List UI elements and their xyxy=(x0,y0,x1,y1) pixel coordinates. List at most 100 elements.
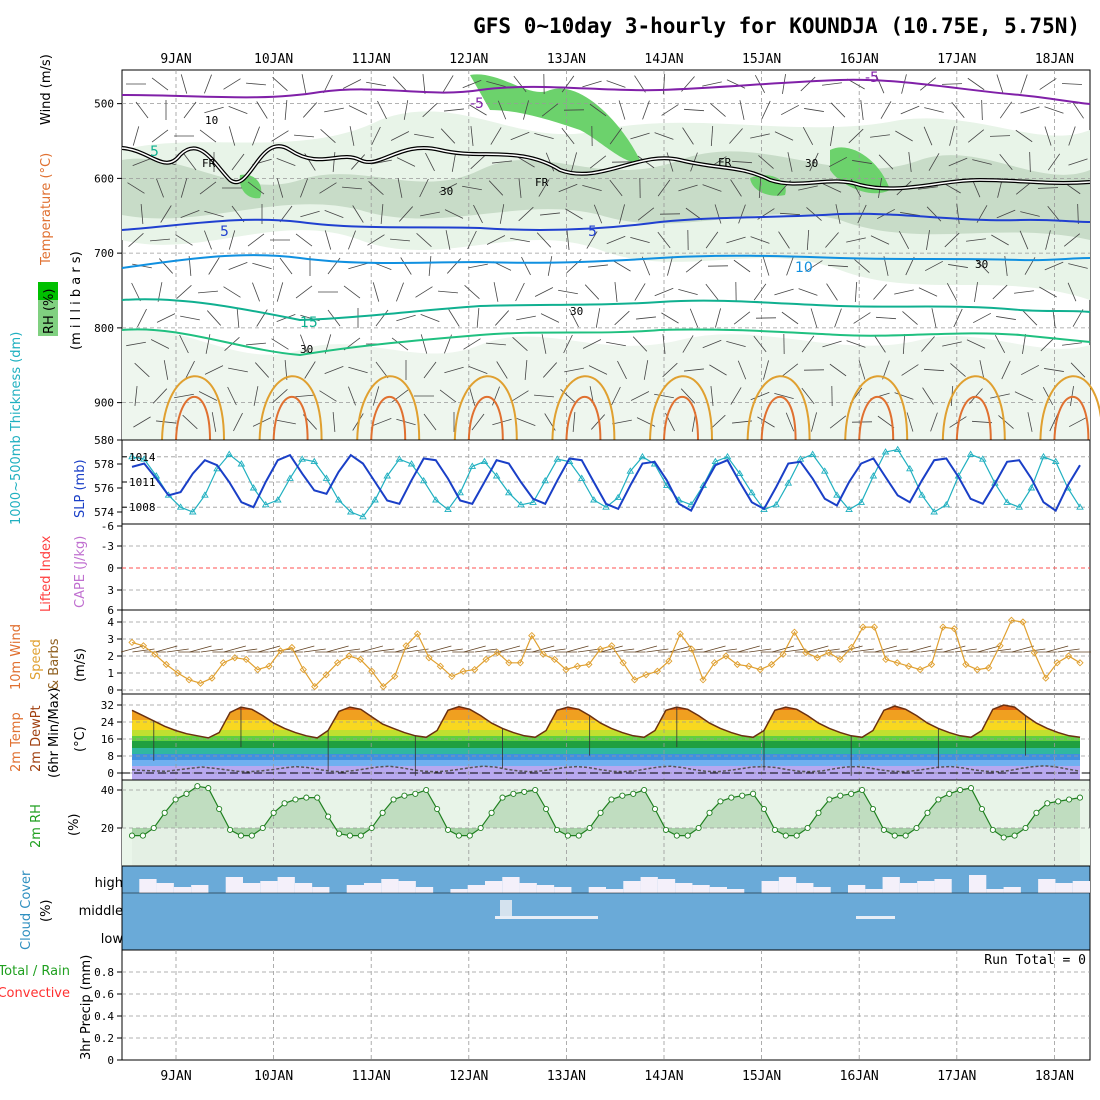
rh2m-point xyxy=(455,832,462,839)
rh2m-point xyxy=(597,809,604,816)
rh2m-point xyxy=(782,832,789,839)
wind-barb xyxy=(971,420,993,424)
wind10m-barb xyxy=(1057,648,1080,653)
wind-barb xyxy=(247,233,265,247)
wind-barb xyxy=(569,308,579,328)
wind-barb xyxy=(966,238,986,242)
tick-label: 0.4 xyxy=(94,1010,114,1023)
thickness-point xyxy=(711,457,720,465)
cloud-gap xyxy=(778,877,797,893)
thickness-point xyxy=(808,450,817,457)
rh2m-point xyxy=(183,790,190,797)
cloud-gap xyxy=(364,883,382,893)
wind-barb xyxy=(132,126,140,146)
wind-barb xyxy=(810,308,818,328)
contour-label: -5 xyxy=(470,96,484,112)
wind10m-barb xyxy=(429,645,452,653)
wind-barb xyxy=(228,262,248,270)
wind-barb xyxy=(497,100,507,120)
date-label: 12JAN xyxy=(449,1069,488,1084)
wind10m-point xyxy=(299,665,307,674)
wind-barb xyxy=(942,341,962,347)
thickness-point xyxy=(492,472,501,479)
wind-barb xyxy=(425,152,435,172)
wind-barb xyxy=(1020,106,1040,114)
wind-barb xyxy=(828,156,848,168)
thickness-point xyxy=(249,484,258,491)
date-label: 16JAN xyxy=(840,52,879,67)
wind10m-point xyxy=(311,682,319,691)
wind10m-point xyxy=(688,645,696,653)
wind10m-barb xyxy=(851,648,875,653)
wind-barb xyxy=(806,229,810,251)
wind-barb xyxy=(994,334,1006,354)
date-label: 10JAN xyxy=(254,52,293,67)
thickness-point xyxy=(918,491,926,498)
wind-barb xyxy=(540,313,560,323)
wind-barb xyxy=(420,211,440,217)
thickness-point xyxy=(857,498,866,505)
wind10m-barb xyxy=(566,645,589,653)
ylabel-rh2m: 2m RH xyxy=(29,804,44,848)
rh2m-series-line xyxy=(132,785,1081,839)
wind-barb xyxy=(523,100,529,120)
wind-barb xyxy=(630,132,650,140)
wind-barb xyxy=(541,334,547,354)
wind-barb xyxy=(614,310,630,326)
cloud-level-middle: middle xyxy=(79,904,123,919)
wind-barb xyxy=(870,134,890,138)
wind-barb xyxy=(801,387,815,405)
wind10m-point xyxy=(939,623,947,631)
wind-barb xyxy=(630,391,650,401)
wind-barb xyxy=(953,308,963,328)
thickness-point xyxy=(723,452,732,460)
wind-barb xyxy=(571,152,577,172)
tick-label: 500 xyxy=(94,98,114,111)
wind-barb xyxy=(606,235,626,245)
thickness-point xyxy=(128,452,136,460)
tick-label: 3 xyxy=(107,633,114,646)
contour-label: FR xyxy=(535,176,549,189)
wind10m-barb xyxy=(372,648,395,653)
wind-barb xyxy=(654,132,674,140)
thickness-point xyxy=(1003,498,1011,505)
thickness-point xyxy=(261,500,270,508)
wind10m-barb xyxy=(257,645,281,653)
cloud-gap xyxy=(1072,881,1090,893)
rh2m-point xyxy=(924,809,931,816)
wind-barb xyxy=(798,288,818,296)
rh2m-point xyxy=(466,832,473,839)
cloud-gap xyxy=(467,885,485,893)
cloud-gap xyxy=(225,877,243,893)
wind-barb xyxy=(642,100,650,120)
cloud-gap xyxy=(882,877,900,893)
wind-barb xyxy=(922,387,934,405)
cloud-gap xyxy=(761,881,779,893)
wind-barb xyxy=(521,256,531,276)
wind-barb xyxy=(714,204,722,224)
wind-barb xyxy=(462,79,482,89)
wind-barb xyxy=(204,230,212,250)
wind-barb xyxy=(211,412,217,432)
wind-barb xyxy=(667,256,673,276)
wind-barb xyxy=(612,419,632,425)
wind-barb xyxy=(377,100,387,120)
rh2m-point xyxy=(586,824,593,832)
rh2m-point xyxy=(804,824,811,832)
thickness-point xyxy=(395,455,404,462)
wind-barb xyxy=(750,391,770,401)
wind-barb xyxy=(320,129,336,143)
contour-label: 15 xyxy=(300,315,318,331)
ylabel-precip: 3hr Precip (mm) xyxy=(79,955,94,1060)
wind-barb xyxy=(252,262,272,270)
rh2m-point xyxy=(172,796,179,803)
tick-label: -6 xyxy=(101,520,114,533)
wind-barb xyxy=(1042,386,1054,406)
wind-barb xyxy=(295,233,313,247)
wind10m-barb xyxy=(360,645,383,653)
wind10m-barb xyxy=(714,648,737,653)
wind-barb xyxy=(611,386,621,406)
wind-barb xyxy=(205,334,211,354)
wind-barb xyxy=(822,82,842,86)
wind-barb xyxy=(584,284,600,300)
